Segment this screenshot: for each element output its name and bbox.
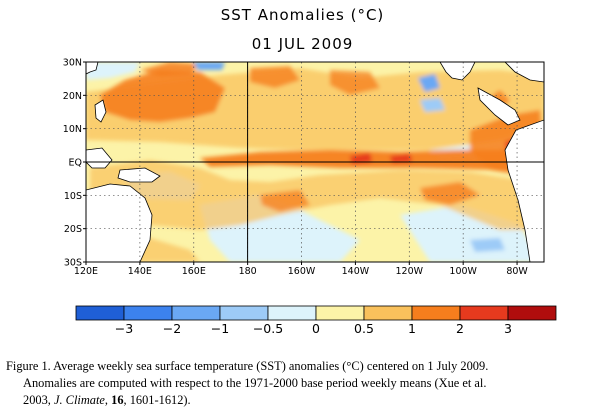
y-tick-label: 20N [63, 91, 82, 102]
colorbar-label: 0.5 [354, 321, 374, 336]
colorbar-label: 0 [312, 321, 320, 336]
journal-name: J. Climate [53, 393, 105, 407]
colorbar-label: −2 [163, 321, 181, 336]
anomaly-patch [390, 154, 412, 163]
colorbar-swatch [411, 305, 461, 321]
x-tick-label: 140E [128, 266, 152, 277]
land-philippines [94, 99, 107, 123]
x-tick-label: 120W [396, 266, 424, 277]
journal-volume: 16 [111, 393, 124, 407]
anomaly-patch [193, 62, 225, 70]
y-tick-label: 10S [64, 191, 82, 202]
x-tick-label: 160W [288, 266, 316, 277]
figure-caption: Figure 1. Average weekly sea surface tem… [6, 358, 601, 409]
caption-line-2: Anomalies are computed with respect to t… [23, 376, 487, 390]
colorbar-label: −0.5 [253, 321, 283, 336]
land-australia [86, 183, 153, 262]
x-tick-label: 180 [239, 266, 257, 277]
land-masses [86, 62, 544, 262]
land-mexico [439, 62, 476, 81]
x-tick-label: 140W [342, 266, 370, 277]
anomaly-patch [250, 66, 300, 88]
anomaly-patch [86, 62, 140, 80]
x-tick-label: 160E [182, 266, 206, 277]
colorbar-swatch [171, 305, 221, 321]
colorbar-swatch [363, 305, 413, 321]
colorbar-swatch [507, 305, 557, 321]
colorbar-label: 2 [456, 321, 464, 336]
colorbar-label: −1 [211, 321, 229, 336]
caption-line-1: Figure 1. Average weekly sea surface tem… [6, 359, 489, 373]
colorbar-label: −3 [115, 321, 133, 336]
colorbar-label: 3 [504, 321, 512, 336]
colorbar-label: 1 [408, 321, 416, 336]
x-axis: 120E 140E 160E 180 160W 140W 120W 100W 80W [74, 262, 528, 277]
anomaly-patch [420, 182, 480, 205]
colorbar-swatch [75, 305, 125, 321]
anomaly-patch [200, 148, 544, 170]
colorbar: −3 −2 −1 −0.5 0 0.5 1 2 3 [75, 305, 557, 336]
anomaly-patch [140, 62, 200, 76]
colorbar-swatch [219, 305, 269, 321]
anomaly-patch [400, 205, 540, 262]
anomaly-patch [418, 74, 440, 92]
chart-title: SST Anomalies (°C) [220, 6, 385, 24]
anomaly-patch [420, 98, 445, 112]
colorbar-swatch [267, 305, 317, 321]
x-tick-label: 100W [449, 266, 477, 277]
land-new-guinea [117, 167, 161, 183]
x-tick-label: 80W [506, 266, 528, 277]
y-tick-label: 30S [64, 258, 82, 269]
anomaly-field [86, 62, 544, 262]
colorbar-swatch [459, 305, 509, 321]
y-tick-label: 30N [63, 58, 82, 69]
colorbar-swatch [315, 305, 365, 321]
land-borneo [86, 147, 113, 169]
y-axis: 30N 20N 10N EQ 10S 20S 30S [63, 58, 86, 269]
colorbar-swatch [123, 305, 173, 321]
y-tick-label: 10N [63, 124, 82, 135]
land-south-america [504, 119, 544, 262]
y-tick-label: EQ [69, 158, 82, 169]
map-area [86, 62, 544, 262]
land-caribbean [504, 62, 544, 83]
anomaly-patch [100, 70, 225, 122]
chart-date: 01 JUL 2009 [251, 35, 354, 53]
caption-line-3: 2003, J. Climate, 16, 1601-1612). [23, 393, 191, 407]
x-tick-label: 120E [74, 266, 98, 277]
y-tick-label: 20S [64, 224, 82, 235]
land-china [86, 62, 99, 75]
land-central-america [477, 87, 521, 126]
anomaly-patch [470, 238, 505, 252]
anomaly-patch [330, 70, 380, 95]
